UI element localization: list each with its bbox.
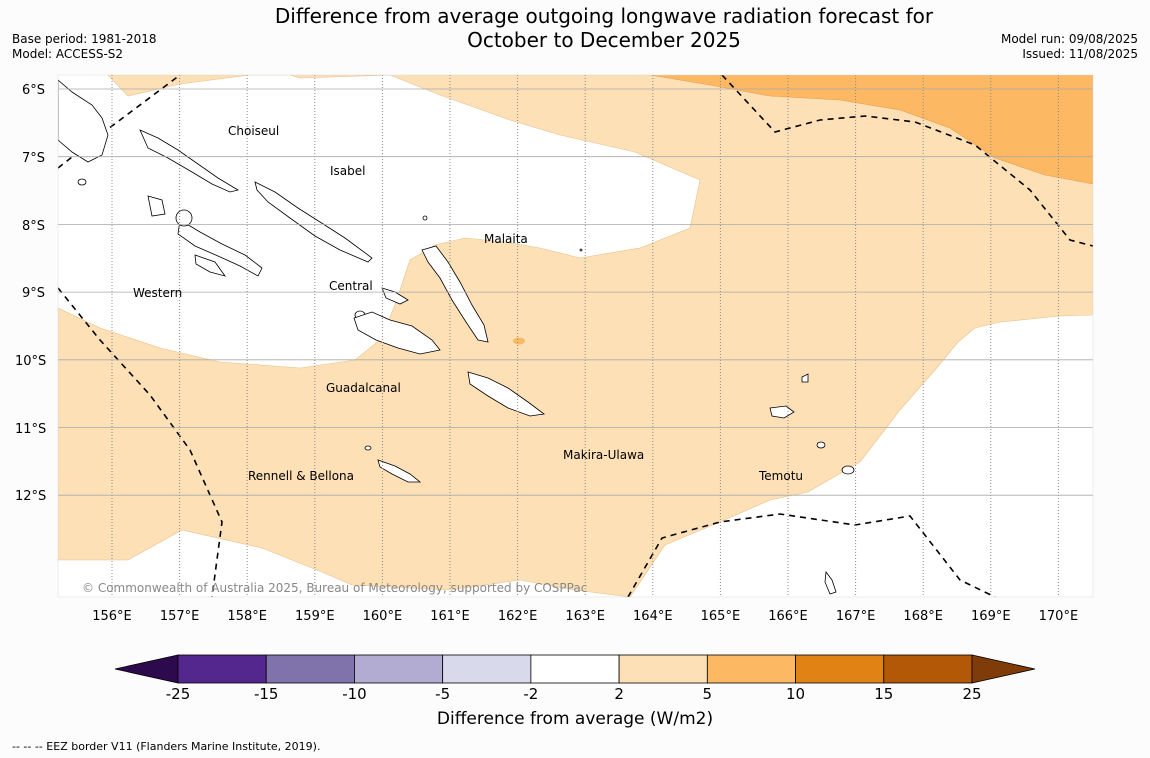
province-label-central: Central <box>329 279 373 293</box>
colorbar-segment <box>706 654 796 684</box>
island-bellona <box>364 445 372 451</box>
meta-right: Model run: 09/08/2025 Issued: 11/08/2025 <box>1001 32 1138 62</box>
title-line-1: Difference from average outgoing longwav… <box>274 4 934 28</box>
colorbar-tick-label: -25 <box>166 685 191 703</box>
colorbar-tick-label: 15 <box>874 685 893 703</box>
colorbar-extend-low <box>114 654 179 684</box>
colorbar-segment <box>883 654 973 684</box>
island-sikaiana <box>422 215 428 221</box>
island-new-georgia <box>177 219 263 277</box>
base-period: Base period: 1981-2018 <box>12 32 157 46</box>
eez-border-south-east <box>627 513 996 597</box>
island-makira <box>467 371 546 417</box>
model-name: Model: ACCESS-S2 <box>12 47 124 61</box>
eez-border-west <box>58 287 223 597</box>
lon-label: 163°E <box>565 609 605 624</box>
colorbar <box>114 654 1036 684</box>
lon-label: 159°E <box>295 609 335 624</box>
lon-label: 162°E <box>498 609 538 624</box>
island-vanikoro <box>816 441 826 449</box>
lat-label: 8°S <box>22 219 45 234</box>
colorbar-tick-label: -15 <box>254 685 279 703</box>
island-vella-lavella <box>147 195 166 217</box>
islands <box>58 79 855 595</box>
lon-label: 168°E <box>903 609 943 624</box>
issued-date: Issued: 11/08/2025 <box>1022 47 1138 61</box>
colorbar-segment <box>177 654 267 684</box>
colorbar-tick-label: 25 <box>962 685 981 703</box>
island-utupua <box>841 465 855 475</box>
title-line-2: October to December 2025 <box>467 28 741 52</box>
lon-label: 156°E <box>92 609 132 624</box>
map-frame <box>57 74 1094 598</box>
colorbar-tick-label: 2 <box>614 685 624 703</box>
lat-axis: 6°S 7°S 8°S 9°S 10°S 11°S 12°S <box>15 83 46 504</box>
lat-label: 12°S <box>15 489 46 504</box>
island-reef-islands <box>801 373 809 383</box>
province-label-temotu: Temotu <box>758 469 803 483</box>
eez-border-north-east <box>721 75 1093 247</box>
colorbar-ticks: -25 -15 -10 -5 -2 2 5 10 15 25 <box>166 685 982 703</box>
province-label-rennell-bellona: Rennell & Bellona <box>248 469 354 483</box>
lon-label: 166°E <box>768 609 808 624</box>
colorbar-tick-label: -5 <box>435 685 450 703</box>
lon-label: 157°E <box>160 609 200 624</box>
anomaly-spot-5-10 <box>513 337 525 345</box>
meridian-gridlines <box>111 75 1059 597</box>
colorbar-segment <box>618 654 708 684</box>
colorbar-tick-label: -2 <box>523 685 538 703</box>
lon-label: 165°E <box>701 609 741 624</box>
island-bougainville <box>58 79 109 163</box>
colorbar-tick-label: 5 <box>703 685 713 703</box>
lon-label: 169°E <box>971 609 1011 624</box>
province-label-guadalcanal: Guadalcanal <box>326 381 401 395</box>
parallel-gridlines <box>58 88 1093 496</box>
island-guadalcanal <box>353 311 441 355</box>
island-kolombangara <box>175 209 193 227</box>
province-label-choiseul: Choiseul <box>228 124 279 138</box>
lat-label: 6°S <box>22 83 45 98</box>
colorbar-segment <box>442 654 532 684</box>
lon-label: 158°E <box>227 609 267 624</box>
colorbar-title: Difference from average (W/m2) <box>436 709 714 729</box>
colorbar-tick-label: -10 <box>342 685 367 703</box>
anomaly-region-5-10-northeast <box>649 75 1093 185</box>
province-label-makira-ulawa: Makira-Ulawa <box>563 448 644 462</box>
colorbar-segment <box>265 654 355 684</box>
eez-borders <box>58 75 1093 597</box>
colorbar-segment <box>354 654 444 684</box>
colorbar-segment <box>795 654 885 684</box>
island-tikopia <box>824 570 837 595</box>
lon-label: 170°E <box>1039 609 1079 624</box>
lat-label: 11°S <box>15 422 46 437</box>
lat-label: 9°S <box>22 286 45 301</box>
map-title: Difference from average outgoing longwav… <box>200 4 1008 52</box>
model-run: Model run: 09/08/2025 <box>1000 32 1138 46</box>
island-ontong-java <box>579 248 583 252</box>
lon-label: 167°E <box>836 609 876 624</box>
lat-label: 7°S <box>22 151 45 166</box>
map-area <box>58 75 1093 597</box>
copyright-text: © Commonwealth of Australia 2025, Bureau… <box>82 581 587 595</box>
anomaly-region-2-5 <box>58 75 1093 597</box>
eez-legend-footnote: -- -- -- EEZ border V11 (Flanders Marine… <box>12 740 321 753</box>
meta-left: Base period: 1981-2018 Model: ACCESS-S2 <box>12 32 157 62</box>
island-rendova <box>194 254 226 277</box>
province-labels: Choiseul Isabel Malaita Western Central … <box>133 124 803 483</box>
province-label-malaita: Malaita <box>484 232 528 246</box>
colorbar-segment <box>530 654 620 684</box>
lat-label: 10°S <box>15 354 46 369</box>
island-malaita <box>421 245 489 343</box>
lon-label: 160°E <box>363 609 403 624</box>
island-santa-isabel <box>254 181 373 263</box>
island-shortland <box>77 178 87 186</box>
colorbar-tick-label: 10 <box>786 685 805 703</box>
province-label-western: Western <box>133 286 182 300</box>
lon-label: 161°E <box>430 609 470 624</box>
province-label-isabel: Isabel <box>330 164 365 178</box>
colorbar-extend-high <box>971 654 1036 684</box>
lon-axis: 156°E 157°E 158°E 159°E 160°E 161°E 162°E 163°E… <box>92 609 1078 624</box>
lon-label: 164°E <box>633 609 673 624</box>
